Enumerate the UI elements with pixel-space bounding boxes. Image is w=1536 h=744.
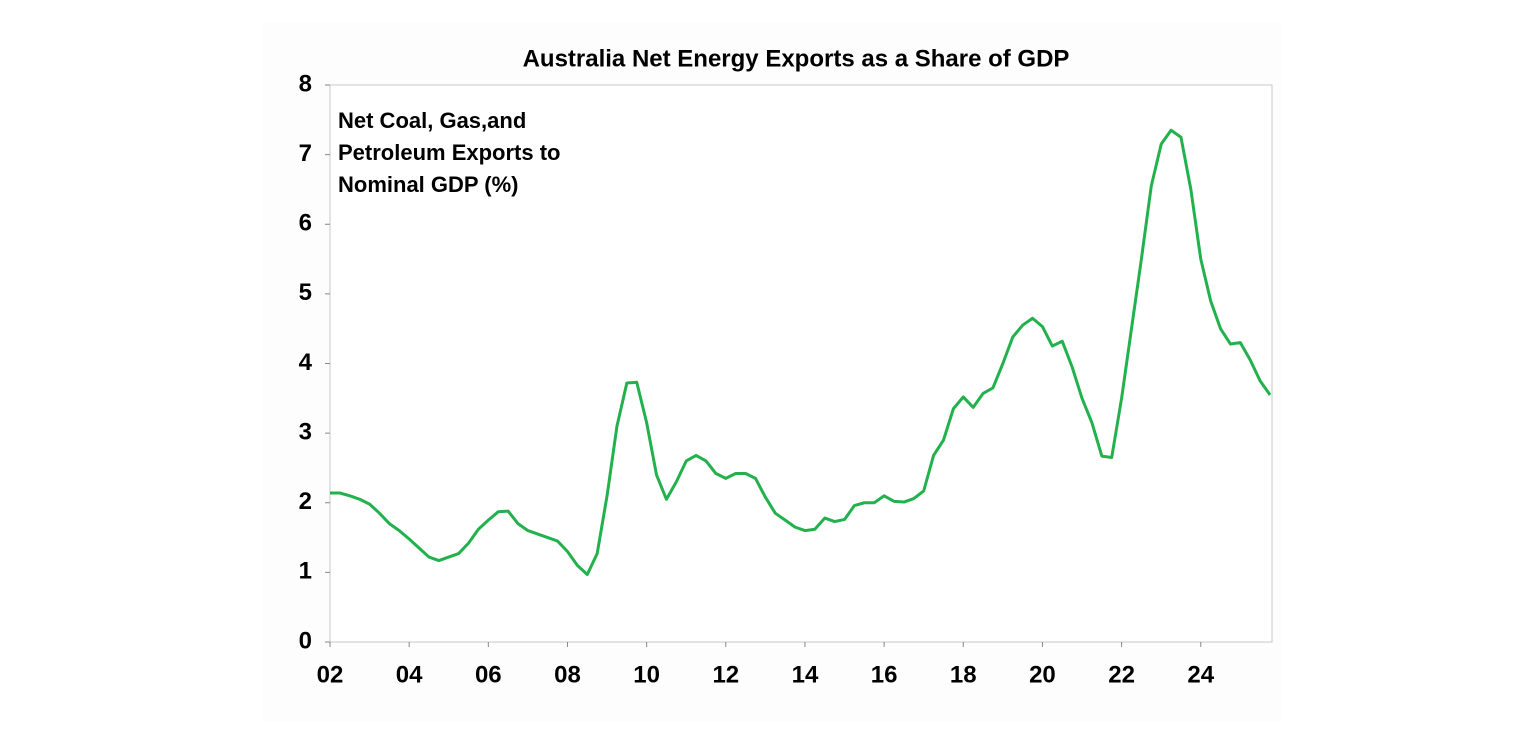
data-line	[330, 128, 1272, 576]
chart-title: Australia Net Energy Exports as a Share …	[523, 45, 1070, 72]
x-tick-label: 18	[950, 661, 977, 688]
y-tick-label: 8	[299, 70, 312, 97]
y-tick-label: 7	[299, 140, 312, 167]
x-tick-label: 24	[1187, 661, 1214, 688]
plot-frame	[329, 84, 1273, 643]
annotation: Petroleum Exports to	[338, 140, 560, 165]
y-tick-label: 0	[299, 627, 312, 654]
x-tick-label: 04	[396, 661, 423, 688]
x-tick-label: 10	[633, 661, 660, 688]
y-tick-label: 6	[299, 210, 312, 237]
y-tick-label: 1	[299, 558, 312, 585]
x-tick-label: 14	[792, 661, 819, 688]
x-tick-label: 16	[871, 661, 898, 688]
y-tick-label: 5	[299, 279, 312, 306]
x-tick-label: 02	[317, 661, 344, 688]
x-tick-label: 22	[1108, 661, 1135, 688]
x-tick-label: 08	[554, 661, 581, 688]
x-tick-label: 06	[475, 661, 502, 688]
annotation: Nominal GDP (%)	[338, 172, 519, 197]
y-tick-label: 2	[299, 488, 312, 515]
annotation: Net Coal, Gas,and	[338, 108, 526, 133]
x-tick-label: 12	[712, 661, 739, 688]
y-tick-label: 4	[299, 349, 313, 376]
y-tick-label: 3	[299, 418, 312, 445]
x-tick-label: 20	[1029, 661, 1056, 688]
